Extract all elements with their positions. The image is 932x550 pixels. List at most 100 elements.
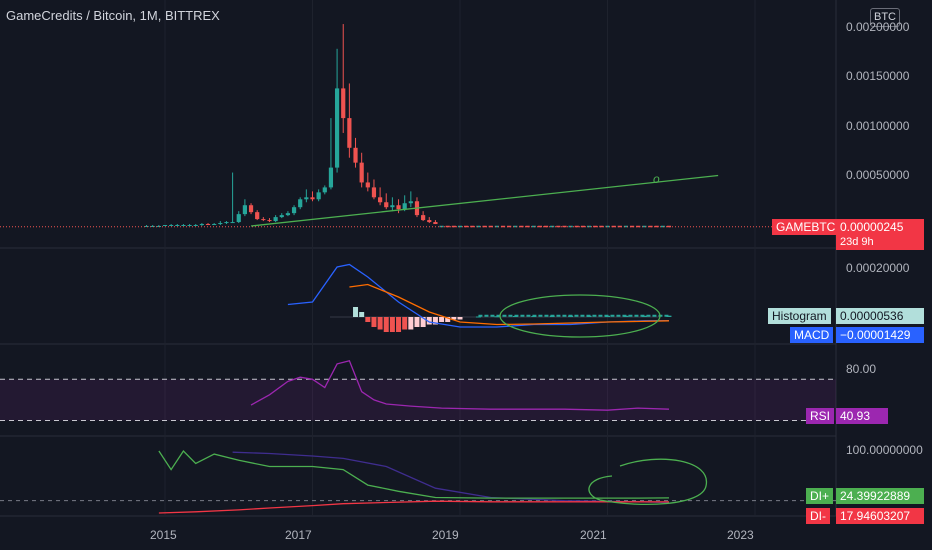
candle-body bbox=[457, 225, 463, 228]
histogram-bar bbox=[445, 317, 451, 322]
histogram-bar bbox=[426, 317, 432, 325]
candle-body bbox=[273, 217, 278, 222]
candle-body bbox=[586, 225, 592, 228]
candle-body bbox=[611, 225, 616, 228]
macd-line bbox=[287, 263, 670, 328]
macd-pane bbox=[287, 263, 672, 332]
candle-body bbox=[507, 225, 512, 228]
di-minus-label: DI- bbox=[806, 508, 830, 524]
histogram-bar bbox=[432, 317, 438, 325]
candle-body bbox=[304, 197, 309, 200]
histogram-bar bbox=[592, 314, 597, 317]
candle-body bbox=[193, 225, 198, 227]
candle-body bbox=[212, 224, 217, 226]
di-plus-line bbox=[158, 449, 670, 499]
histogram-bar bbox=[389, 317, 395, 332]
di-minus-value: 17.94603207 bbox=[836, 508, 924, 524]
candle-body bbox=[150, 226, 155, 228]
histogram-bar bbox=[439, 317, 445, 322]
histogram-bar bbox=[526, 314, 531, 317]
histogram-bar bbox=[496, 314, 501, 317]
histogram-bar bbox=[622, 314, 627, 317]
histogram-bar bbox=[502, 314, 507, 317]
candle-body bbox=[427, 220, 432, 223]
candle-body bbox=[242, 205, 247, 215]
time-axis-label: 2021 bbox=[580, 528, 607, 542]
histogram-bar bbox=[365, 317, 371, 322]
signal-line bbox=[349, 283, 670, 326]
histogram-bar bbox=[580, 314, 585, 317]
histogram-bar bbox=[396, 317, 402, 332]
ellipse-drawing bbox=[499, 294, 661, 338]
candle-body bbox=[402, 203, 407, 210]
rsi-band bbox=[0, 379, 836, 421]
rsi-label: RSI bbox=[806, 408, 835, 424]
histogram-bar bbox=[371, 317, 377, 327]
chart-title: GameCredits / Bitcoin, 1M, BITTREX bbox=[6, 8, 220, 23]
histogram-bar bbox=[520, 314, 525, 317]
currency-badge[interactable]: BTC bbox=[870, 8, 900, 27]
candle-body bbox=[525, 225, 530, 228]
candle-body bbox=[433, 222, 438, 225]
candle-body bbox=[298, 199, 303, 208]
histogram-bar bbox=[408, 317, 414, 330]
candle-body bbox=[378, 197, 383, 203]
histogram-bar bbox=[664, 314, 669, 317]
histogram-bar bbox=[556, 314, 561, 317]
candle-body bbox=[464, 225, 469, 228]
histogram-bar bbox=[475, 316, 481, 318]
histogram-bar bbox=[353, 307, 359, 317]
histogram-bar bbox=[628, 314, 633, 317]
candle-body bbox=[144, 226, 149, 228]
candle-body bbox=[199, 224, 204, 226]
histogram-bar bbox=[514, 314, 519, 317]
candle-body bbox=[513, 225, 518, 228]
candle-body bbox=[494, 225, 499, 228]
candle-body bbox=[396, 205, 401, 210]
histogram-bar bbox=[640, 314, 645, 317]
candle-body bbox=[500, 225, 506, 228]
histogram-bar bbox=[652, 314, 657, 317]
candle-body bbox=[648, 225, 653, 228]
time-axis-label: 2019 bbox=[432, 528, 459, 542]
price-axis-tick: 0.00050000 bbox=[846, 168, 910, 182]
macd-axis-tick: 0.00020000 bbox=[846, 261, 910, 275]
price-pane bbox=[0, 24, 836, 228]
candle-body bbox=[236, 214, 241, 223]
candle-body bbox=[654, 225, 659, 228]
drawings[interactable]: o bbox=[250, 172, 719, 506]
candle-body bbox=[593, 225, 598, 228]
candle-body bbox=[175, 225, 180, 227]
histogram-bar bbox=[610, 314, 615, 317]
histogram-value: 0.00000536 bbox=[836, 308, 924, 324]
candle-body bbox=[476, 225, 481, 228]
histogram-bar bbox=[574, 314, 579, 317]
candle-body bbox=[488, 225, 493, 228]
candle-body bbox=[230, 222, 235, 224]
circle-drawing bbox=[588, 458, 707, 506]
candle-body bbox=[605, 225, 610, 228]
candle-body bbox=[328, 167, 334, 188]
price-axis-tick: 0.00200000 bbox=[846, 20, 910, 34]
candle-body bbox=[537, 225, 542, 228]
price-axis-tick: 0.00150000 bbox=[846, 69, 910, 83]
candle-body bbox=[218, 223, 223, 225]
macd-value: −0.00001429 bbox=[836, 327, 924, 343]
candle-body bbox=[156, 226, 161, 228]
rsi-line bbox=[250, 360, 670, 411]
histogram-bar bbox=[646, 314, 651, 317]
candle-body bbox=[666, 225, 672, 228]
rsi-axis-tick: 80.00 bbox=[846, 362, 877, 376]
histogram-bar bbox=[508, 314, 513, 317]
histogram-bar bbox=[457, 317, 463, 320]
countdown-tag: 23d 9h bbox=[836, 234, 924, 250]
histogram-bar bbox=[616, 314, 621, 317]
candle-body bbox=[316, 192, 321, 200]
histogram-bar bbox=[359, 312, 365, 317]
di-minus-line bbox=[158, 500, 670, 514]
histogram-bar bbox=[420, 317, 426, 327]
histogram-bar bbox=[451, 317, 457, 320]
candle-body bbox=[519, 225, 524, 228]
candle-body bbox=[181, 225, 186, 227]
